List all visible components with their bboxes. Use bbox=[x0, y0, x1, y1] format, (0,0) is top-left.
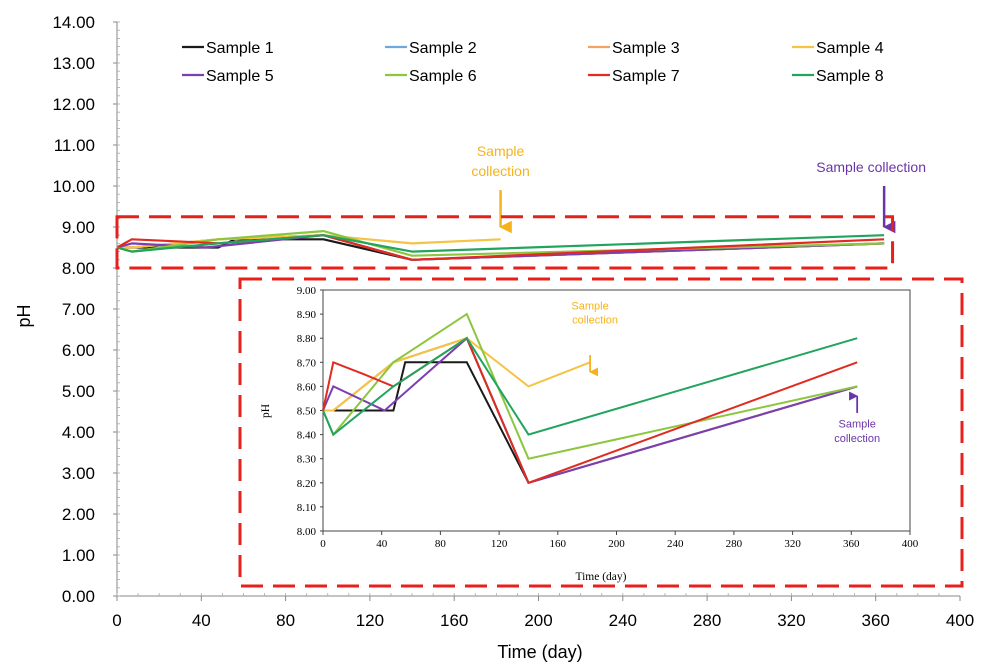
inset-x-tick-label: 240 bbox=[667, 538, 684, 550]
highlight-box bbox=[115, 215, 895, 270]
inset-series-line-8 bbox=[322, 336, 858, 437]
inset-x-tick-label: 200 bbox=[608, 538, 625, 550]
inset-y-tick-label: 8.70 bbox=[297, 357, 317, 369]
x-tick-label: 360 bbox=[862, 611, 890, 630]
y-tick-label: 0.00 bbox=[62, 587, 95, 606]
inset-x-tick-label: 40 bbox=[376, 538, 388, 550]
inset-y-tick-label: 8.20 bbox=[297, 478, 317, 490]
legend-label: Sample 8 bbox=[816, 68, 884, 85]
inset-annotations: Sample collection Sample collection bbox=[571, 300, 880, 445]
y-tick-label: 1.00 bbox=[62, 546, 95, 565]
y-axis-title: pH bbox=[14, 304, 34, 327]
y-tick-label: 6.00 bbox=[62, 341, 95, 360]
inset-x-tick-label: 160 bbox=[550, 538, 567, 550]
y-tick-label: 13.00 bbox=[52, 54, 95, 73]
x-axis-title: Time (day) bbox=[497, 642, 582, 662]
inset-annotation-text: Sample bbox=[839, 418, 876, 430]
annotation-text: Sample bbox=[477, 143, 525, 159]
x-tick-label: 120 bbox=[356, 611, 384, 630]
inset-series-line-1 bbox=[323, 361, 858, 484]
y-tick-label: 10.00 bbox=[52, 177, 95, 196]
inset-x-tick-label: 280 bbox=[726, 538, 743, 550]
main-series-group bbox=[116, 230, 885, 261]
inset-y-tick-label: 8.40 bbox=[297, 430, 317, 442]
y-tick-label: 7.00 bbox=[62, 300, 95, 319]
y-tick-label: 12.00 bbox=[52, 95, 95, 114]
inset-y-tick-label: 8.80 bbox=[297, 333, 317, 345]
x-tick-label: 240 bbox=[609, 611, 637, 630]
inset-annotation-text: Sample bbox=[571, 300, 608, 312]
x-tick-label: 0 bbox=[112, 611, 121, 630]
inset-series-line-4 bbox=[323, 337, 591, 412]
x-tick-label: 80 bbox=[276, 611, 295, 630]
inset-series-line-5 bbox=[322, 336, 858, 485]
inset-y-tick-label: 8.00 bbox=[297, 526, 317, 538]
inset-x-tick-label: 320 bbox=[784, 538, 801, 550]
inset-series-group bbox=[322, 312, 858, 485]
main-annotations: Sample collection Sample collection bbox=[471, 143, 926, 234]
series-line-8 bbox=[116, 234, 885, 253]
main-axes: 0.00 1.00 2.00 3.00 4.00 5.00 6.00 7.00 8.00 9.00… bbox=[52, 13, 974, 630]
y-tick-label: 11.00 bbox=[54, 136, 95, 155]
legend-label: Sample 6 bbox=[409, 68, 477, 85]
inset-annotation-text: collection bbox=[572, 315, 618, 327]
y-tick-label: 8.00 bbox=[62, 259, 95, 278]
inset-y-axis-title: pH bbox=[260, 404, 272, 418]
x-tick-label: 160 bbox=[440, 611, 468, 630]
inset-y-tick-label: 8.90 bbox=[297, 309, 317, 321]
legend-label: Sample 5 bbox=[206, 68, 274, 85]
y-tick-label: 4.00 bbox=[62, 423, 95, 442]
legend: Sample 1 Sample 2 Sample 3 Sample 4 Sample 5… bbox=[182, 40, 884, 85]
inset-x-tick-label: 360 bbox=[843, 538, 860, 550]
x-tick-label: 40 bbox=[192, 611, 211, 630]
legend-label: Sample 2 bbox=[409, 40, 477, 57]
inset-x-tick-label: 400 bbox=[902, 538, 919, 550]
y-tick-label: 9.00 bbox=[62, 218, 95, 237]
inset-y-tick-label: 8.30 bbox=[297, 454, 317, 466]
annotation-text: Sample collection bbox=[816, 159, 926, 175]
inset-y-tick-label: 8.50 bbox=[297, 406, 317, 418]
inset-x-tick-label: 0 bbox=[320, 538, 326, 550]
inset-frame bbox=[238, 277, 964, 588]
x-tick-label: 400 bbox=[946, 611, 974, 630]
series-line-4 bbox=[117, 234, 501, 249]
inset-x-tick-label: 80 bbox=[435, 538, 447, 550]
y-tick-label: 5.00 bbox=[62, 382, 95, 401]
annotation-text: collection bbox=[471, 163, 529, 179]
x-tick-label: 280 bbox=[693, 611, 721, 630]
inset-annotation-text: collection bbox=[834, 433, 880, 445]
inset-axes: 8.00 8.10 8.20 8.30 8.40 8.50 8.60 8.70 8.80 8.90… bbox=[297, 285, 919, 550]
inset-x-axis-title: Time (day) bbox=[575, 571, 626, 583]
x-tick-label: 320 bbox=[777, 611, 805, 630]
inset-x-tick-label: 120 bbox=[491, 538, 508, 550]
legend-label: Sample 1 bbox=[206, 40, 274, 57]
inset-y-tick-label: 9.00 bbox=[297, 285, 317, 297]
y-tick-label: 3.00 bbox=[62, 464, 95, 483]
inset-y-tick-label: 8.60 bbox=[297, 381, 317, 393]
x-tick-label: 200 bbox=[524, 611, 552, 630]
inset-y-tick-label: 8.10 bbox=[297, 502, 317, 514]
y-tick-label: 2.00 bbox=[62, 505, 95, 524]
legend-label: Sample 4 bbox=[816, 40, 884, 57]
legend-label: Sample 7 bbox=[612, 68, 680, 85]
legend-label: Sample 3 bbox=[612, 40, 680, 57]
y-tick-label: 14.00 bbox=[52, 13, 95, 32]
